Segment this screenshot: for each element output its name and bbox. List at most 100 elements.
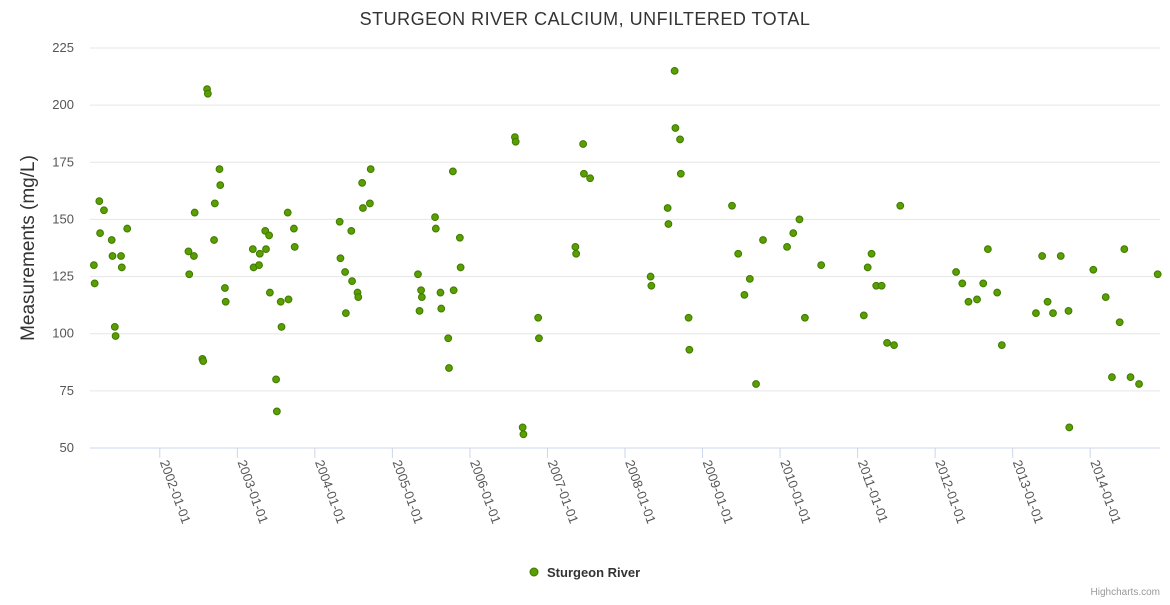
data-point[interactable]	[795, 215, 804, 224]
data-point[interactable]	[1153, 270, 1162, 279]
data-point[interactable]	[759, 236, 767, 244]
data-point[interactable]	[262, 245, 270, 254]
data-point[interactable]	[1038, 252, 1047, 260]
data-point[interactable]	[859, 311, 868, 320]
data-point[interactable]	[255, 261, 263, 270]
data-point[interactable]	[519, 430, 528, 439]
data-point[interactable]	[676, 135, 684, 144]
data-point[interactable]	[676, 169, 685, 178]
data-point[interactable]	[671, 124, 680, 132]
data-point[interactable]	[1135, 380, 1143, 388]
data-point[interactable]	[431, 213, 439, 222]
data-point[interactable]	[745, 274, 754, 283]
data-point[interactable]	[366, 165, 375, 174]
data-point[interactable]	[107, 236, 116, 244]
data-point[interactable]	[90, 279, 99, 288]
data-point[interactable]	[1032, 309, 1040, 318]
data-point[interactable]	[586, 174, 595, 183]
data-point[interactable]	[100, 206, 108, 215]
data-point[interactable]	[123, 224, 132, 233]
data-point[interactable]	[783, 242, 791, 251]
data-point[interactable]	[117, 263, 126, 272]
data-point[interactable]	[1065, 423, 1074, 432]
data-point[interactable]	[734, 249, 743, 258]
data-point[interactable]	[685, 345, 694, 354]
data-point[interactable]	[1126, 373, 1135, 382]
data-point[interactable]	[789, 229, 798, 238]
data-point[interactable]	[817, 261, 826, 270]
data-point[interactable]	[189, 252, 198, 260]
data-point[interactable]	[354, 293, 363, 302]
data-point[interactable]	[255, 249, 264, 258]
data-point[interactable]	[449, 286, 458, 295]
data-point[interactable]	[863, 263, 872, 272]
data-point[interactable]	[800, 313, 809, 322]
data-point[interactable]	[444, 334, 453, 343]
data-point[interactable]	[580, 169, 588, 178]
data-point[interactable]	[336, 254, 345, 263]
data-point[interactable]	[1120, 245, 1129, 254]
data-point[interactable]	[436, 288, 445, 297]
data-point[interactable]	[973, 295, 981, 304]
data-point[interactable]	[896, 201, 905, 210]
data-point[interactable]	[335, 217, 344, 226]
data-point[interactable]	[663, 204, 672, 212]
data-point[interactable]	[890, 341, 898, 350]
data-point[interactable]	[284, 295, 293, 304]
data-point[interactable]	[431, 224, 440, 233]
data-point[interactable]	[534, 313, 543, 322]
data-point[interactable]	[215, 165, 224, 174]
data-point[interactable]	[445, 364, 453, 372]
data-point[interactable]	[290, 224, 298, 233]
data-point[interactable]	[1089, 265, 1098, 274]
data-point[interactable]	[221, 284, 229, 292]
data-point[interactable]	[221, 297, 230, 306]
data-point[interactable]	[1049, 309, 1057, 318]
data-point[interactable]	[89, 261, 98, 270]
data-point[interactable]	[95, 197, 104, 206]
data-point[interactable]	[272, 375, 280, 384]
data-point[interactable]	[877, 281, 886, 290]
data-point[interactable]	[883, 338, 891, 347]
data-point[interactable]	[290, 242, 299, 251]
data-point[interactable]	[572, 249, 581, 258]
data-point[interactable]	[210, 236, 218, 244]
data-point[interactable]	[248, 245, 257, 254]
data-point[interactable]	[417, 293, 426, 302]
data-point[interactable]	[684, 313, 693, 322]
data-point[interactable]	[366, 199, 374, 208]
data-point[interactable]	[341, 268, 349, 276]
data-point[interactable]	[359, 204, 367, 212]
data-point[interactable]	[117, 252, 125, 260]
data-point[interactable]	[199, 357, 208, 366]
data-point[interactable]	[670, 66, 679, 75]
data-point[interactable]	[216, 181, 225, 190]
data-point[interactable]	[740, 290, 749, 299]
data-point[interactable]	[1101, 293, 1110, 302]
legend[interactable]: Sturgeon River	[529, 565, 640, 580]
data-point[interactable]	[417, 286, 425, 295]
data-point[interactable]	[190, 208, 199, 217]
data-point[interactable]	[272, 407, 281, 416]
data-point[interactable]	[511, 137, 520, 146]
data-point[interactable]	[414, 270, 422, 279]
data-point[interactable]	[358, 178, 367, 187]
data-point[interactable]	[1064, 306, 1073, 315]
data-point[interactable]	[283, 208, 292, 217]
data-point[interactable]	[728, 201, 736, 210]
data-point[interactable]	[448, 167, 457, 176]
data-point[interactable]	[437, 304, 446, 313]
data-point[interactable]	[347, 226, 356, 235]
data-point[interactable]	[455, 233, 464, 242]
data-point[interactable]	[265, 288, 274, 297]
data-point[interactable]	[1043, 297, 1052, 306]
data-point[interactable]	[979, 279, 988, 288]
data-point[interactable]	[983, 245, 992, 254]
data-point[interactable]	[184, 247, 193, 256]
data-point[interactable]	[185, 270, 194, 279]
data-point[interactable]	[752, 380, 760, 388]
data-point[interactable]	[265, 231, 274, 240]
data-point[interactable]	[96, 229, 104, 238]
data-point[interactable]	[867, 249, 876, 258]
data-point[interactable]	[993, 288, 1002, 297]
